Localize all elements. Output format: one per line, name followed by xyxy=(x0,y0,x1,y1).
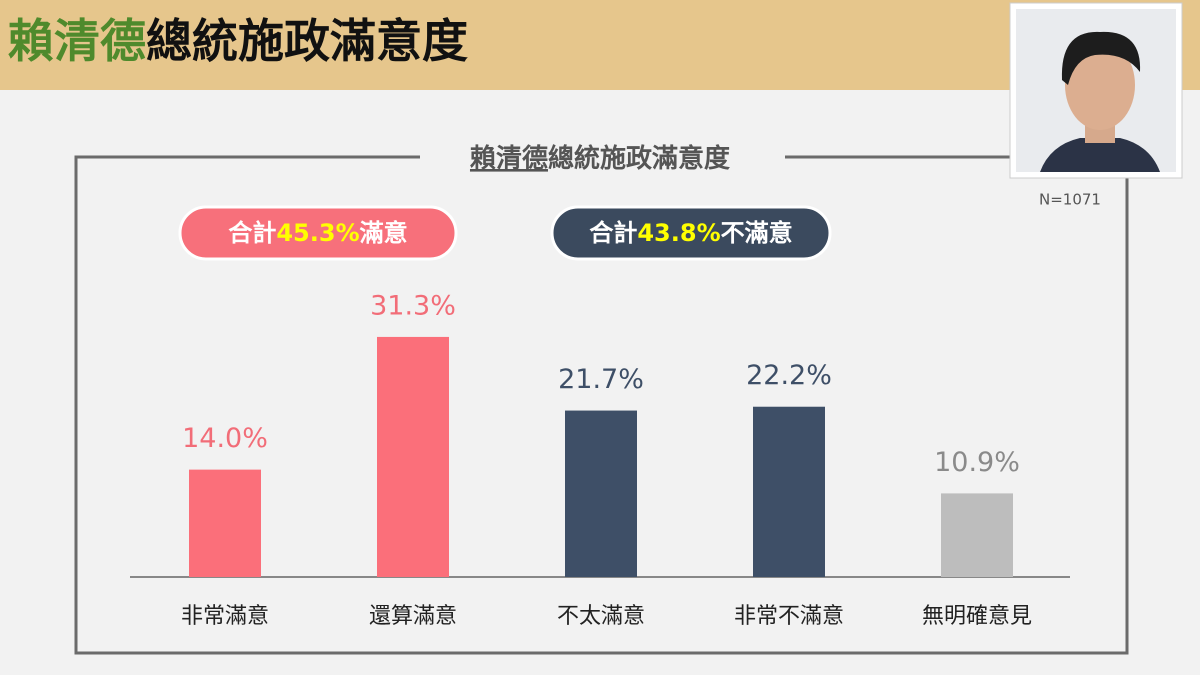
chart-title: 賴清德總統施政滿意度 xyxy=(470,143,730,174)
sample-size: N=1071 xyxy=(1039,191,1101,209)
summary-prefix: 合計 xyxy=(589,219,637,247)
bar xyxy=(189,469,261,577)
value-label: 31.3% xyxy=(370,290,456,321)
x-tick-label: 還算滿意 xyxy=(369,604,457,629)
header-title-rest: 總統施政滿意度 xyxy=(146,14,468,68)
value-label: 22.2% xyxy=(746,360,832,391)
bar xyxy=(941,493,1013,577)
header-band xyxy=(0,0,1200,90)
summary-suffix: 滿意 xyxy=(360,219,408,247)
value-label: 10.9% xyxy=(934,447,1020,478)
summary-figure: 45.3% xyxy=(276,219,359,247)
chart-title-rest: 總統施政滿意度 xyxy=(548,143,730,174)
header-title-name: 賴清德 xyxy=(8,14,146,68)
x-tick-label: 無明確意見 xyxy=(922,604,1032,629)
portrait xyxy=(1009,2,1183,179)
summary-text: 合計45.3%滿意 xyxy=(228,219,407,247)
value-label: 14.0% xyxy=(182,423,268,454)
summary-text: 合計43.8%不滿意 xyxy=(589,219,792,247)
x-tick-label: 非常不滿意 xyxy=(734,604,844,629)
x-tick-label: 不太滿意 xyxy=(557,604,645,629)
chart-title-name: 賴清德 xyxy=(470,144,548,174)
summary-prefix: 合計 xyxy=(228,219,276,247)
bar xyxy=(565,410,637,577)
summary-pill xyxy=(178,205,458,261)
summary-pill xyxy=(550,205,832,261)
value-label: 21.7% xyxy=(558,364,644,395)
bar xyxy=(377,336,449,577)
summary-figure: 43.8% xyxy=(637,219,720,247)
bar xyxy=(753,406,825,577)
header-title: 賴清德總統施政滿意度 xyxy=(8,14,468,68)
summary-suffix: 不滿意 xyxy=(721,219,793,247)
x-tick-label: 非常滿意 xyxy=(181,604,269,629)
